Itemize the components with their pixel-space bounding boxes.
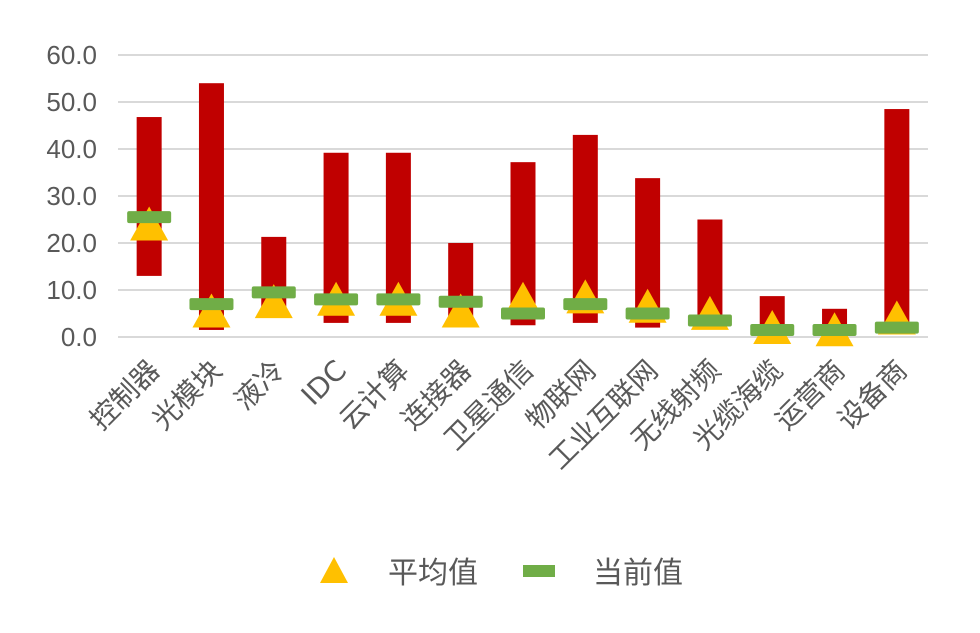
average-marker	[504, 281, 542, 316]
category-label: 液冷	[228, 354, 291, 417]
y-tick-label: 30.0	[46, 181, 97, 211]
current-marker	[750, 323, 795, 336]
legend: 平均值 当前值	[320, 556, 683, 591]
current-marker	[563, 298, 608, 311]
range-bar	[198, 83, 224, 330]
current-marker	[314, 293, 359, 306]
average-marker	[192, 293, 231, 328]
current-markers	[127, 211, 919, 336]
y-tick-label: 40.0	[46, 134, 97, 164]
current-marker	[438, 295, 483, 308]
y-axis-tick-labels: 0.0 10.0 20.0 30.0 40.0 50.0 60.0	[46, 40, 97, 352]
current-marker	[625, 307, 670, 320]
category-label: 光模块	[146, 354, 229, 437]
current-marker	[189, 298, 234, 311]
average-marker	[130, 206, 169, 241]
current-marker	[251, 286, 296, 299]
y-tick-label: 60.0	[46, 40, 97, 70]
current-marker	[376, 293, 421, 306]
average-marker	[254, 284, 293, 319]
range-bar	[884, 109, 910, 333]
current-marker	[501, 307, 545, 320]
current-marker	[812, 323, 857, 336]
category-label: 云计算	[333, 354, 416, 437]
category-label: 控制器	[83, 354, 166, 437]
y-tick-label: 10.0	[46, 275, 97, 305]
legend-dash-marker	[523, 565, 555, 577]
category-label: 设备商	[831, 354, 914, 437]
current-marker	[874, 321, 919, 334]
y-tick-label: 20.0	[46, 228, 97, 258]
y-tick-label: 50.0	[46, 87, 97, 117]
category-label: 运营商	[769, 354, 852, 437]
legend-triangle-marker	[320, 557, 348, 583]
average-marker	[441, 293, 480, 328]
legend-label-current: 当前值	[593, 556, 683, 591]
y-tick-label: 0.0	[61, 322, 97, 352]
current-marker	[127, 211, 172, 224]
range-bar	[136, 117, 162, 276]
current-marker	[687, 314, 732, 327]
legend-label-average: 平均值	[388, 556, 478, 591]
